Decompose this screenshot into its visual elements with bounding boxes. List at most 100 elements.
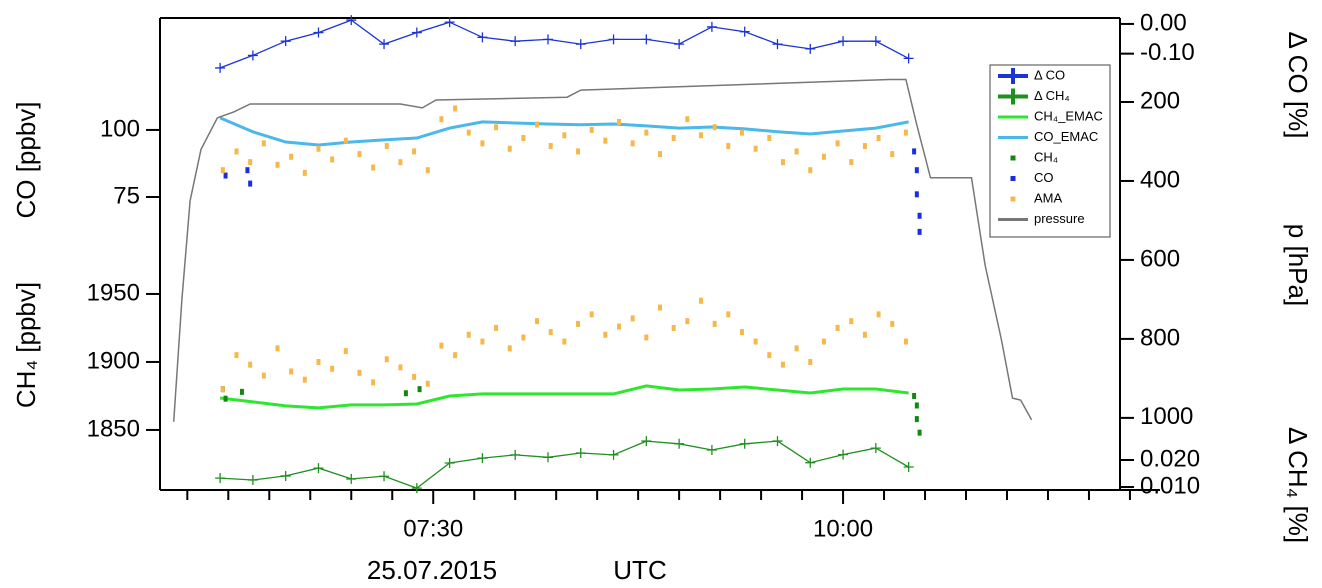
- scatter-point: [248, 159, 253, 166]
- scatter-point: [562, 132, 567, 139]
- point-marker: [411, 483, 422, 494]
- scatter-point: [535, 318, 540, 325]
- y-tick-label: 0.00: [1140, 9, 1187, 36]
- legend-label: pressure: [1034, 211, 1085, 226]
- point-marker: [838, 36, 849, 47]
- y-axis-label: Δ CO [%]: [1283, 32, 1313, 139]
- scatter-point: [644, 129, 649, 136]
- point-marker: [510, 449, 521, 460]
- scatter-point: [521, 334, 526, 341]
- y-tick-label: 400: [1140, 166, 1180, 193]
- scatter-point: [808, 358, 813, 365]
- scatter-point: [671, 324, 676, 331]
- point-marker: [838, 449, 849, 460]
- scatter-point: [914, 167, 919, 174]
- point-marker: [379, 471, 390, 482]
- point-marker: [444, 17, 455, 28]
- scatter-point: [425, 380, 430, 387]
- scatter-point: [371, 379, 376, 386]
- scatter-point: [330, 365, 335, 372]
- scatter-point: [223, 395, 228, 402]
- series-line: [219, 116, 909, 147]
- y-tick-label: 75: [113, 182, 140, 209]
- scatter-point: [753, 338, 758, 345]
- legend-label: CH₄: [1034, 149, 1058, 164]
- scatter-point: [739, 329, 744, 336]
- scatter-point: [562, 338, 567, 345]
- point-marker: [903, 462, 914, 473]
- point-marker: [674, 39, 685, 50]
- point-marker: [870, 443, 881, 454]
- scatter-point: [494, 324, 499, 331]
- scatter-point: [767, 134, 772, 141]
- scatter-point: [603, 137, 608, 144]
- point-marker: [575, 447, 586, 458]
- scatter-point: [223, 172, 228, 179]
- scatter-point: [630, 315, 635, 322]
- date-label: 25.07.2015: [367, 555, 497, 585]
- scatter-point: [275, 345, 280, 352]
- scatter-point: [849, 318, 854, 325]
- point-marker: [706, 21, 717, 32]
- scatter-point: [248, 180, 253, 187]
- scatter-point: [576, 320, 581, 327]
- scatter-point: [576, 148, 581, 155]
- scatter-point: [589, 311, 594, 318]
- scatter-point: [912, 392, 917, 399]
- scatter-point: [453, 352, 458, 359]
- scatter-point: [439, 342, 444, 349]
- scatter-point: [698, 132, 703, 139]
- scatter-point: [261, 372, 266, 379]
- y-tick-label: 0.020: [1140, 445, 1200, 472]
- legend-swatch: [1010, 196, 1016, 202]
- point-marker: [280, 470, 291, 481]
- legend-label: AMA: [1034, 190, 1063, 205]
- point-marker: [903, 53, 914, 64]
- scatter-point: [412, 148, 417, 155]
- scatter-point: [914, 402, 919, 409]
- point-marker: [346, 473, 357, 484]
- scatter-point: [234, 148, 239, 155]
- series-line: [172, 78, 1033, 422]
- scatter-point: [371, 164, 376, 171]
- point-marker: [870, 36, 881, 47]
- scatter-point: [890, 320, 895, 327]
- scatter-point: [753, 145, 758, 152]
- scatter-point: [453, 105, 458, 112]
- y-axis-label: CH₄ [ppbv]: [11, 282, 41, 408]
- scatter-point: [403, 390, 408, 397]
- scatter-point: [671, 134, 676, 141]
- scatter-point: [726, 143, 731, 150]
- y-tick-label: 0.010: [1140, 472, 1200, 499]
- scatter-point: [302, 169, 307, 176]
- point-marker: [706, 445, 717, 455]
- legend-box: [989, 64, 1111, 238]
- point-marker: [805, 457, 816, 468]
- scatter-point: [466, 129, 471, 136]
- scatter-point: [739, 129, 744, 136]
- point-marker: [739, 26, 750, 37]
- scatter-point: [302, 376, 307, 383]
- legend-swatch: [1010, 155, 1016, 161]
- scatter-point: [903, 129, 908, 136]
- y-tick-label: 100: [100, 115, 140, 142]
- y-tick-label: -0.10: [1140, 39, 1195, 66]
- series-line: [219, 384, 909, 410]
- scatter-point: [644, 334, 649, 341]
- scatter-point: [876, 311, 881, 318]
- point-marker: [215, 62, 226, 73]
- legend-label: CO: [1034, 170, 1054, 185]
- scatter-point: [507, 145, 512, 152]
- scatter-point: [912, 148, 917, 155]
- scatter-point: [535, 121, 540, 128]
- y-tick-label: 1000: [1140, 403, 1193, 430]
- scatter-point: [876, 134, 881, 141]
- scatter-point: [494, 124, 499, 131]
- legend-swatch: [1010, 176, 1016, 181]
- scatter-point: [289, 153, 294, 160]
- series-line: [220, 440, 909, 489]
- scatter-point: [617, 118, 622, 125]
- scatter-point: [220, 386, 225, 393]
- scatter-point: [507, 345, 512, 352]
- point-marker: [477, 453, 488, 464]
